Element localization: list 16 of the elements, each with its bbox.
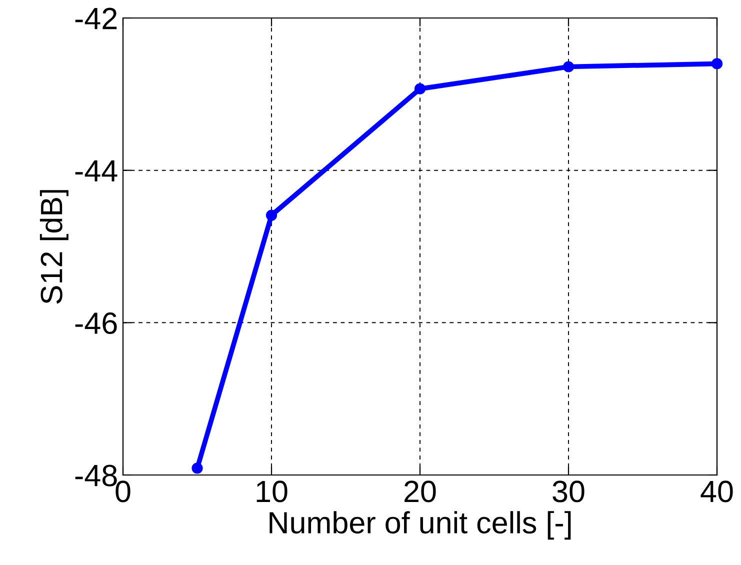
y-tick-label: -44: [75, 160, 118, 182]
y-tick-label: -42: [75, 8, 117, 30]
y-tick-label: -46: [75, 312, 117, 334]
point: [562, 61, 574, 72]
y-tick-label: -48: [75, 464, 117, 486]
y-axis-title: S12 [dB]: [40, 190, 68, 304]
point: [414, 83, 426, 94]
x-axis-title: Number of unit cells [-]: [270, 511, 571, 540]
point: [266, 210, 278, 221]
point: [711, 58, 723, 70]
point: [192, 462, 203, 474]
x-tick-label: 0: [116, 480, 130, 502]
x-tick-label: 40: [700, 480, 733, 502]
x-tick-label: 30: [552, 480, 584, 502]
x-tick-label: 10: [256, 480, 288, 502]
x-tick-label: 20: [404, 480, 436, 502]
